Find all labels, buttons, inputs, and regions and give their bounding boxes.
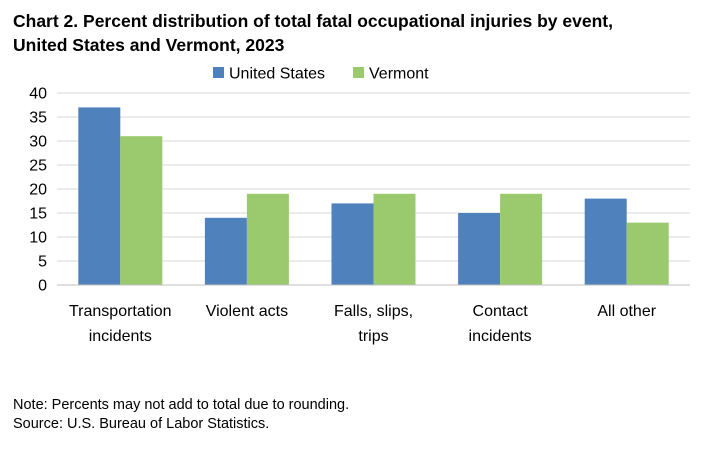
bar-united-states-4 xyxy=(584,198,627,285)
x-tick-label-4-0: All other xyxy=(597,303,656,320)
chart-title: Chart 2. Percent distribution of total f… xyxy=(13,9,703,57)
bar-vermont-4 xyxy=(626,222,669,285)
source-text: Source: U.S. Bureau of Labor Statistics. xyxy=(13,416,270,432)
x-tick-label-2-0: Falls, slips, xyxy=(334,303,413,320)
y-tick-label-20: 20 xyxy=(29,182,47,199)
y-tick-label-10: 10 xyxy=(29,230,47,247)
y-tick-label-15: 15 xyxy=(29,206,47,223)
legend-swatch-united-states xyxy=(213,67,224,78)
x-tick-label-3-1: incidents xyxy=(469,328,532,345)
y-tick-label-25: 25 xyxy=(29,158,47,175)
bar-vermont-3 xyxy=(500,193,543,285)
legend-swatch-vermont xyxy=(353,67,364,78)
bar-united-states-3 xyxy=(458,213,501,285)
y-tick-label-0: 0 xyxy=(38,278,47,295)
bar-chart: 0 5 10 15 20 25 30 35 40 Transportation incidents V… xyxy=(29,66,690,345)
y-tick-label-5: 5 xyxy=(38,254,47,271)
bar-united-states-0 xyxy=(78,107,121,286)
x-tick-label-1-0: Violent acts xyxy=(206,303,288,320)
x-tick-label-0-1: incidents xyxy=(89,328,152,345)
x-tick-label-0-0: Transportation xyxy=(69,303,172,320)
y-tick-label-35: 35 xyxy=(29,110,47,127)
bar-vermont-0 xyxy=(120,136,163,285)
bar-united-states-1 xyxy=(204,217,247,285)
legend-label-united-states: United States xyxy=(229,66,325,83)
bar-vermont-1 xyxy=(246,193,289,285)
legend-label-vermont: Vermont xyxy=(369,66,429,83)
x-tick-label-3-0: Contact xyxy=(473,303,529,320)
bar-vermont-2 xyxy=(373,193,416,285)
chart-notes: Note: Percents may not add to total due … xyxy=(13,396,349,434)
bar-united-states-2 xyxy=(331,203,374,285)
chart-title-line-2: United States and Vermont, 2023 xyxy=(13,35,285,55)
x-tick-label-2-1: trips xyxy=(358,328,388,345)
chart-title-line-1: Chart 2. Percent distribution of total f… xyxy=(13,11,613,31)
y-tick-label-30: 30 xyxy=(29,134,47,151)
y-tick-label-40: 40 xyxy=(29,86,47,103)
note-text: Note: Percents may not add to total due … xyxy=(13,397,350,413)
